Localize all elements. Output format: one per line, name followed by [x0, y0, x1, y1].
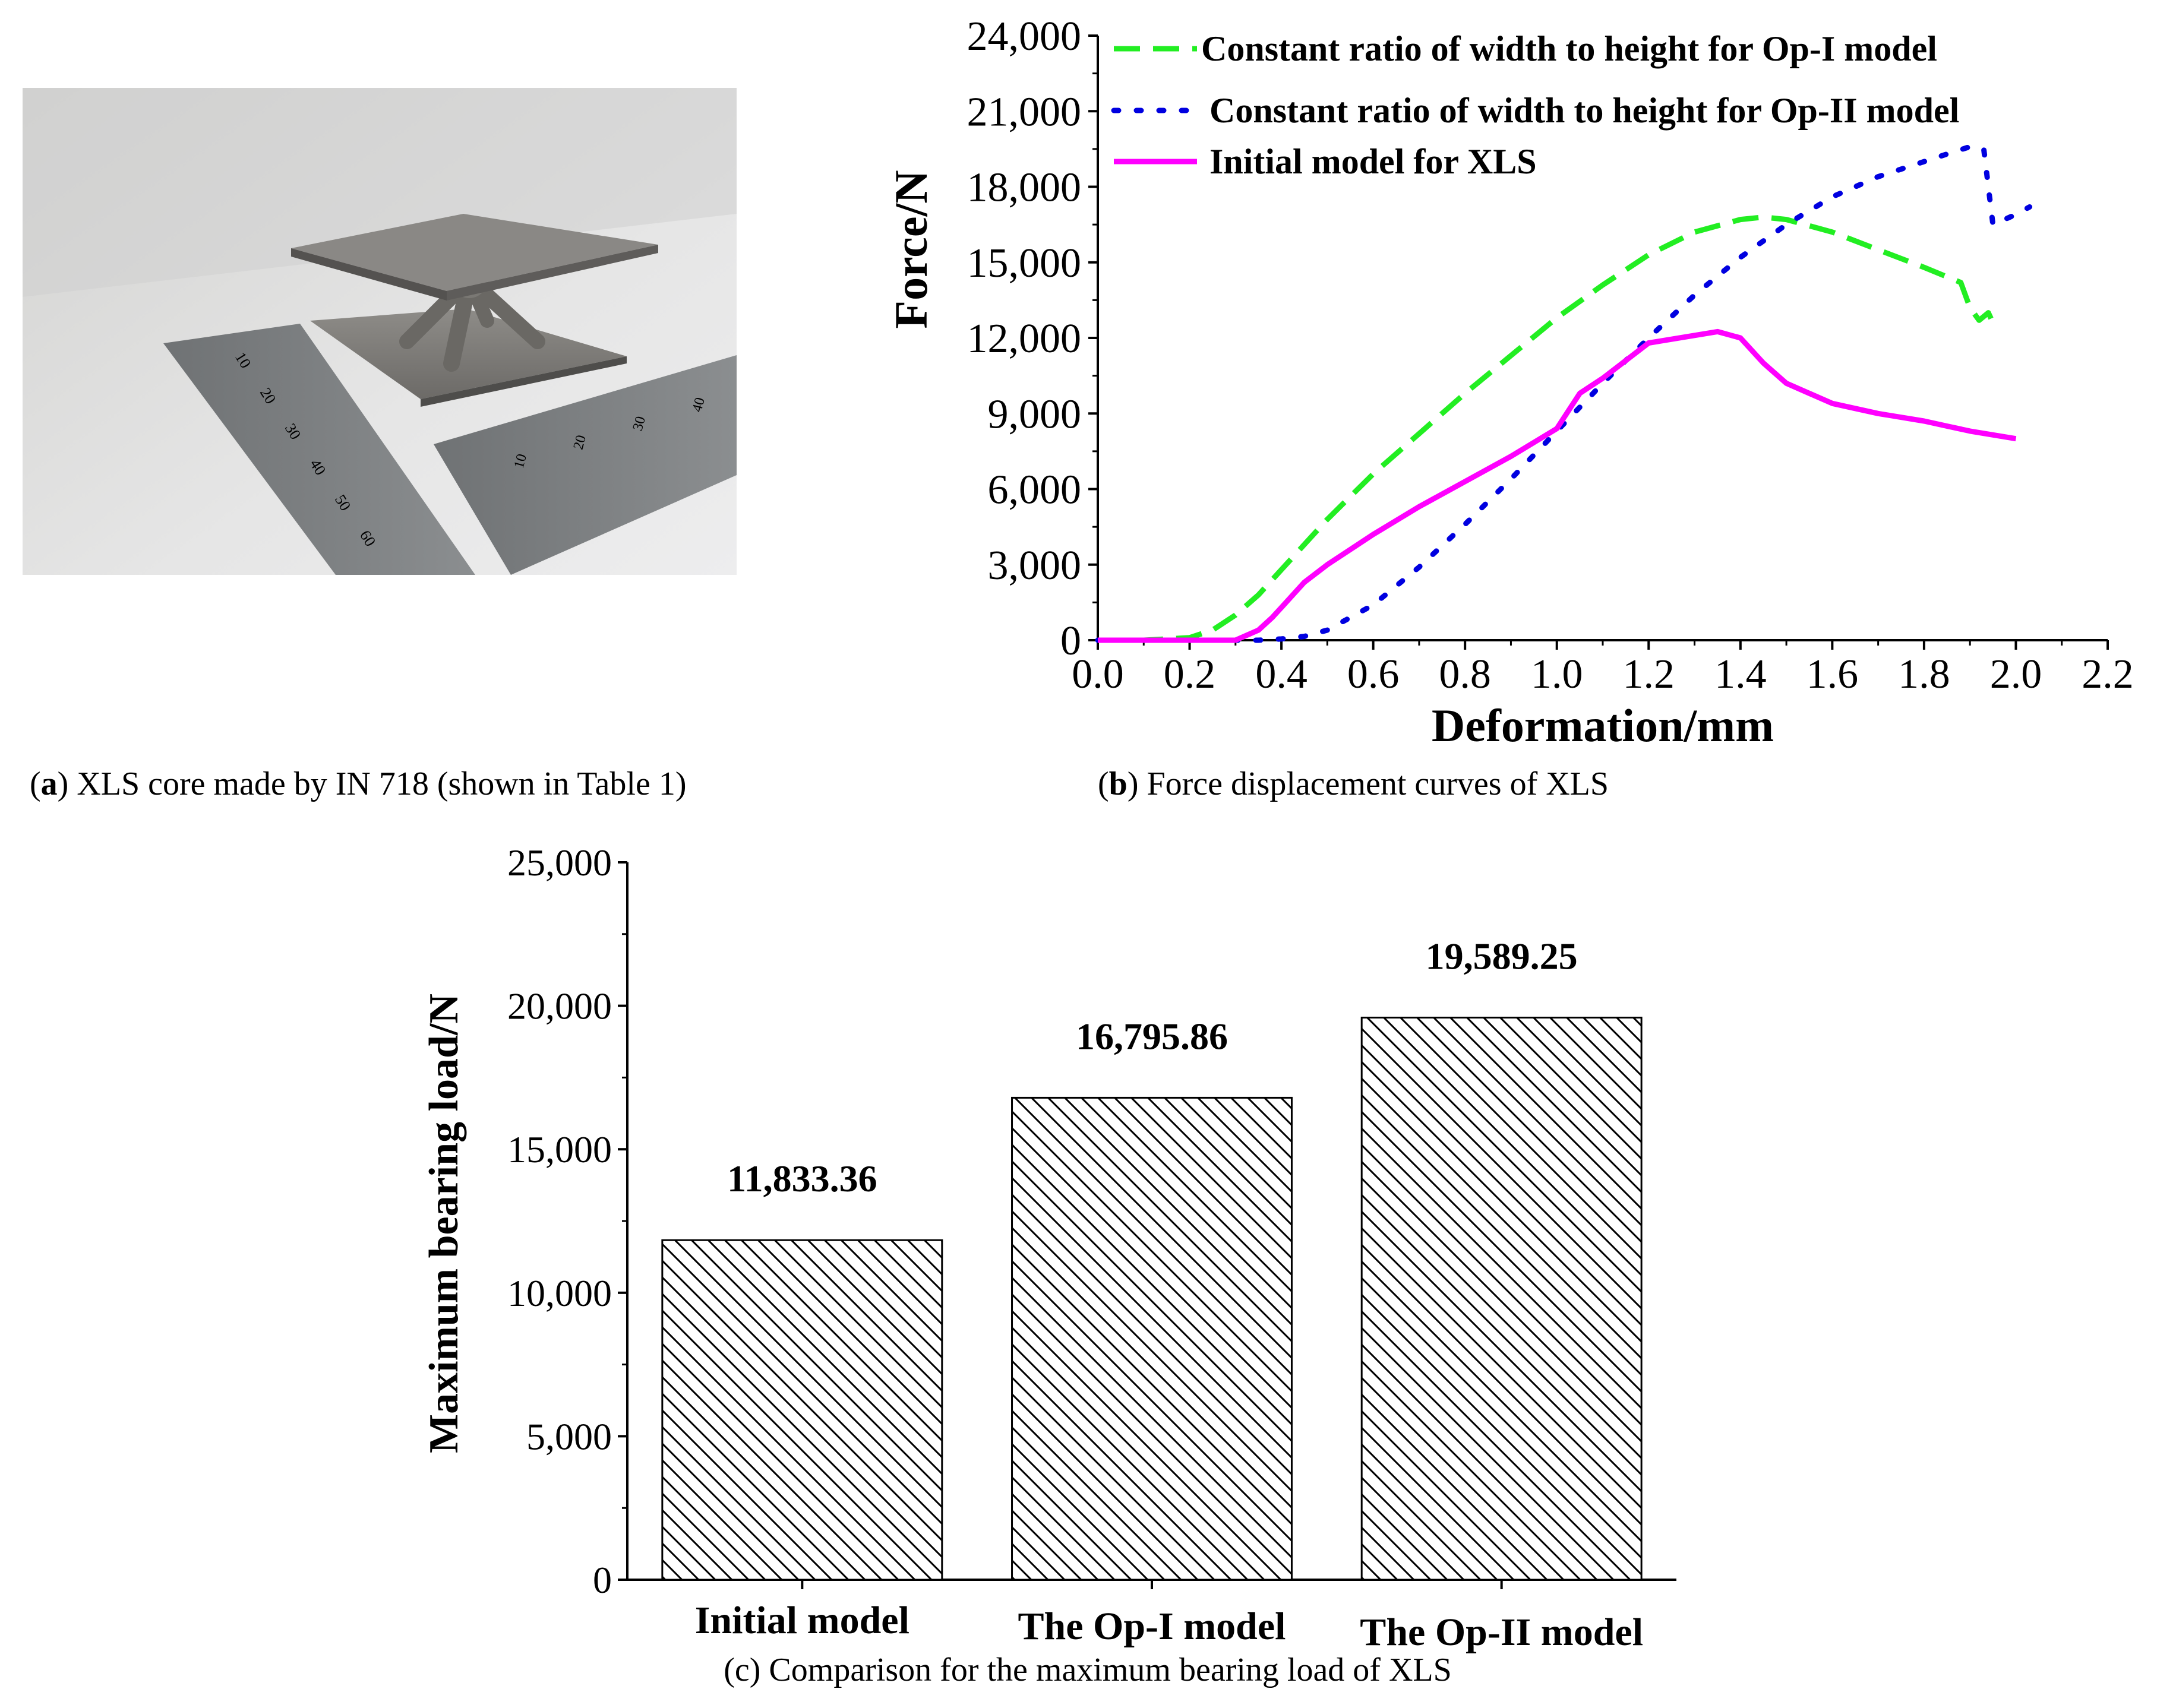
x-category-label: The Op-I model	[1018, 1605, 1286, 1648]
y-tick-label: 6,000	[988, 467, 1082, 513]
top-plate	[291, 214, 658, 291]
y-tick-label: 3,000	[988, 543, 1082, 589]
y-tick-label: 21,000	[967, 89, 1082, 135]
x-axis-title: Deformation/mm	[1432, 700, 1774, 751]
y-tick-label: 25,000	[507, 842, 612, 884]
x-tick-label: 2.0	[1990, 651, 2042, 697]
y-tick-label: 20,000	[507, 985, 612, 1027]
line-chart: 0.0 0.2 0.4 0.6 0.8 1.0 1.2 1.4 1.6 1.8 2.0 2.2 0 3,0…	[885, 14, 2134, 751]
legend-label: Constant ratio of width to height for Op…	[1209, 91, 1959, 130]
bottom-plate	[310, 309, 627, 399]
bar-value-label: 19,589.25	[1426, 935, 1578, 977]
x-tick-label: 1.0	[1531, 651, 1583, 697]
bar	[1011, 1096, 1293, 1581]
y-tick-label: 9,000	[988, 391, 1082, 437]
bar-value-label: 16,795.86	[1076, 1015, 1228, 1057]
y-tick-label: 15,000	[507, 1128, 612, 1171]
legend-label: Initial model for XLS	[1209, 142, 1537, 181]
legend-label: Constant ratio of width to height for Op…	[1201, 29, 1937, 68]
caption-c: (c) Comparison for the maximum bearing l…	[724, 1652, 1452, 1688]
x-category-label: The Op-II model	[1360, 1611, 1643, 1654]
caption-a: (a) XLS core made by IN 718 (shown in Ta…	[30, 766, 686, 802]
x-tick-label: 1.8	[1898, 651, 1950, 697]
x-tick-label: 1.2	[1623, 651, 1675, 697]
bar	[661, 1239, 943, 1581]
x-tick-label: 0.0	[1072, 651, 1124, 697]
series-line-3	[1098, 328, 2017, 643]
y-axis-title: Force/N	[885, 170, 937, 328]
x-tick-label: 0.4	[1255, 651, 1308, 697]
y-tick-label: 12,000	[967, 316, 1082, 362]
series-line-2	[1095, 144, 2033, 643]
bar	[1360, 1016, 1643, 1581]
y-tick-label: 18,000	[967, 165, 1082, 211]
series-line-1	[1098, 214, 1995, 643]
y-tick-label: 0	[593, 1559, 612, 1601]
x-tick-label: 2.2	[2082, 651, 2134, 697]
caption-b: (b) Force displacement curves of XLS	[1098, 766, 1609, 802]
x-tick-label: 1.6	[1807, 651, 1859, 697]
bar-value-label: 11,833.36	[727, 1157, 877, 1200]
y-tick-label: 0	[1060, 618, 1081, 664]
x-category-label: Initial model	[695, 1599, 909, 1642]
y-tick-label: 10,000	[507, 1272, 612, 1314]
bar-chart: 0 5,000 10,000 15,000 20,000 25,000 Maximum be…	[421, 842, 1676, 1654]
x-tick-label: 0.8	[1439, 651, 1491, 697]
x-tick-label: 1.4	[1714, 651, 1767, 697]
x-tick-label: 0.6	[1347, 651, 1400, 697]
y-tick-label: 5,000	[526, 1415, 612, 1457]
y-axis-title: Maximum bearing load/N	[421, 994, 467, 1453]
y-tick-label: 24,000	[967, 14, 1082, 59]
y-tick-label: 15,000	[967, 241, 1082, 286]
x-tick-label: 0.2	[1164, 651, 1216, 697]
